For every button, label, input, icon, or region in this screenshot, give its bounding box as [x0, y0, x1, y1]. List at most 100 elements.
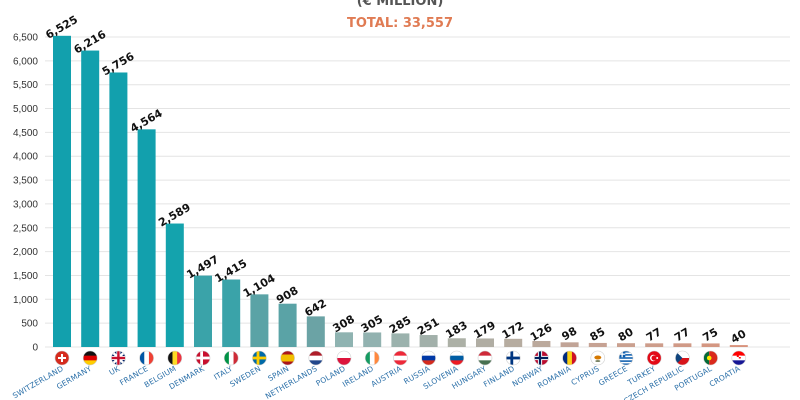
- flag-part: [731, 360, 746, 365]
- x-tick-label: CROATIA: [708, 364, 743, 389]
- flag-ring: [54, 350, 70, 366]
- flag-part: [449, 351, 464, 356]
- flag-part: [594, 355, 602, 360]
- flag-body: [224, 351, 239, 365]
- flag-ring: [280, 350, 295, 366]
- flag-part: [177, 351, 182, 365]
- flag-body: [675, 351, 690, 365]
- flag-part: [308, 355, 323, 361]
- bar: [391, 333, 410, 347]
- flag-part: [703, 351, 710, 365]
- flag-sweden-icon: [252, 350, 267, 366]
- x-tick-label: GREECE: [597, 364, 629, 388]
- flag-germany-icon: [82, 350, 98, 366]
- x-tick-label: CYPRUS: [570, 364, 601, 387]
- flag-part: [83, 351, 98, 356]
- flag-part: [562, 351, 568, 365]
- flag-part: [139, 351, 145, 365]
- y-tick-label: 1,500: [13, 271, 38, 282]
- flag-part: [571, 351, 577, 365]
- flag-ring: [646, 350, 662, 366]
- flag-body: [139, 351, 154, 365]
- value-label: 77: [644, 325, 664, 344]
- flag-part: [619, 363, 633, 365]
- flag-ring: [82, 350, 98, 366]
- flag-part: [738, 357, 741, 359]
- flag-part: [449, 355, 464, 361]
- flag-part: [148, 351, 154, 365]
- flag-part: [478, 360, 492, 365]
- flag-part: [393, 351, 408, 356]
- value-label: 172: [500, 319, 526, 342]
- flag-part: [731, 351, 746, 356]
- bar: [137, 129, 156, 347]
- flag-body: [308, 351, 323, 365]
- flag-part: [83, 360, 98, 365]
- flag-uk-icon: [111, 350, 126, 366]
- flag-part: [567, 351, 573, 365]
- bar: [560, 342, 579, 347]
- bar: [194, 275, 212, 347]
- flag-italy-icon: [223, 350, 239, 366]
- flag-part: [675, 358, 690, 365]
- flag-part: [421, 351, 436, 356]
- bar: [729, 345, 748, 347]
- flag-body: [506, 351, 521, 365]
- flag-part: [675, 351, 683, 365]
- flag-part: [736, 355, 739, 357]
- flag-part: [478, 355, 492, 361]
- value-label: 183: [443, 318, 469, 341]
- value-label: 40: [729, 327, 749, 346]
- flag-ring: [336, 350, 352, 366]
- bar: [504, 338, 523, 347]
- flag-part: [709, 351, 718, 365]
- flag-austria-icon: [393, 350, 408, 366]
- flag-body: [111, 351, 126, 365]
- flag-part: [656, 357, 659, 359]
- flag-ring: [139, 350, 154, 366]
- value-label: 251: [415, 315, 441, 338]
- flag-ring: [195, 350, 211, 366]
- flag-spain-icon: [280, 350, 295, 366]
- bar: [109, 72, 128, 347]
- flag-part: [228, 351, 234, 365]
- flag-part: [167, 351, 173, 365]
- flag-part: [337, 351, 351, 359]
- value-label: 98: [559, 324, 579, 343]
- flag-ring: [449, 350, 465, 366]
- y-tick-label: 2,000: [13, 247, 38, 258]
- flag-part: [196, 356, 210, 360]
- flag-part: [619, 358, 633, 361]
- flag-ring: [167, 350, 183, 366]
- value-label: 75: [700, 326, 720, 345]
- flag-part: [675, 351, 690, 359]
- flag-part: [706, 355, 712, 361]
- bar: [447, 338, 466, 347]
- bar: [617, 343, 635, 347]
- flag-ring: [590, 350, 606, 366]
- flag-ring: [505, 350, 521, 366]
- flag-part: [337, 358, 351, 365]
- flag-part: [374, 351, 380, 365]
- bar: [673, 343, 692, 347]
- flag-romania-icon: [562, 350, 577, 366]
- flag-part: [308, 360, 323, 365]
- flag-part: [619, 351, 633, 353]
- flag-norway-icon: [534, 350, 549, 366]
- flag-part: [619, 354, 633, 356]
- flag-body: [703, 351, 718, 365]
- y-tick-label: 6,500: [13, 33, 38, 44]
- y-tick-label: 3,000: [13, 199, 38, 210]
- flag-body: [421, 351, 436, 365]
- flag-body: [619, 351, 633, 365]
- flag-body: [731, 351, 746, 365]
- bar: [165, 223, 184, 347]
- flag-part: [252, 356, 267, 360]
- value-label: 642: [302, 297, 328, 320]
- flag-ring: [308, 350, 324, 366]
- flag-finland-icon: [505, 350, 521, 366]
- flag-body: [478, 351, 492, 365]
- flag-body: [393, 351, 408, 365]
- flag-hungary-icon: [477, 350, 493, 366]
- chart-subtitle: (€ MILLION): [356, 0, 444, 9]
